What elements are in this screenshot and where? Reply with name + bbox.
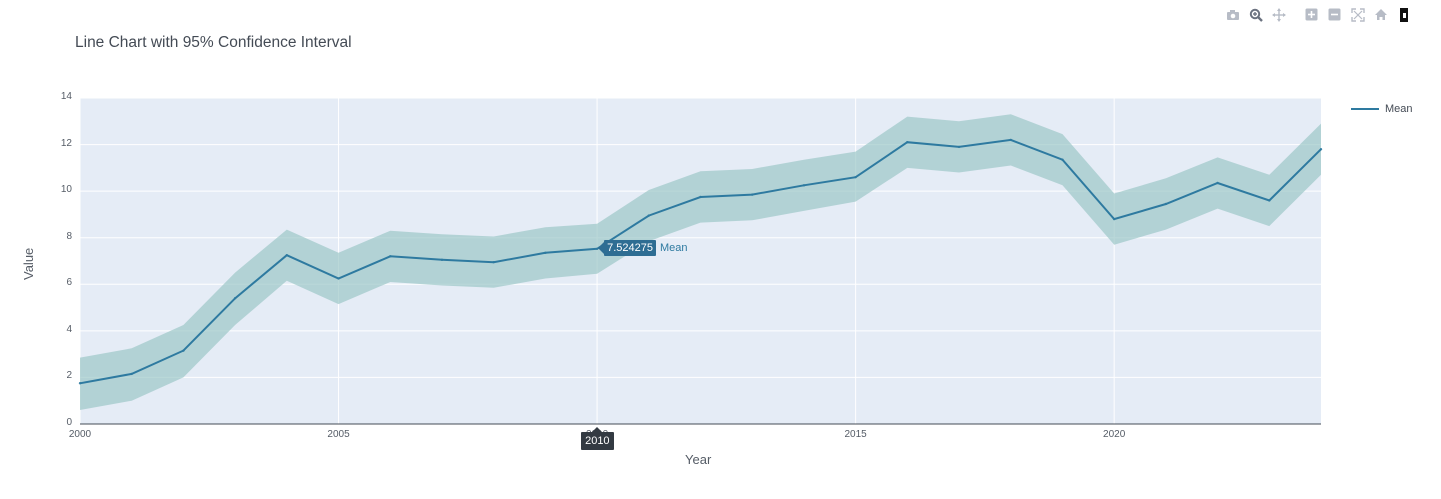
chart-title: Line Chart with 95% Confidence Interval — [75, 34, 352, 51]
data-point — [957, 145, 961, 149]
data-point — [130, 372, 133, 376]
hover-value: 7.524275 — [598, 239, 656, 256]
data-point — [595, 247, 599, 250]
y-tick-label: 8 — [66, 230, 72, 242]
camera-icon[interactable] — [1224, 6, 1241, 23]
data-point — [389, 255, 392, 258]
x-axis-title: Year — [685, 452, 712, 467]
confidence-band — [80, 114, 1321, 411]
data-point — [337, 277, 340, 280]
legend-item-mean[interactable]: Mean — [1351, 103, 1413, 115]
y-tick-label: 14 — [60, 91, 72, 102]
data-point — [1164, 202, 1168, 206]
legend-label: Mean — [1385, 103, 1413, 115]
data-point — [544, 251, 547, 255]
zoom-icon[interactable] — [1247, 6, 1264, 23]
data-point — [1268, 199, 1271, 202]
home-icon[interactable] — [1372, 6, 1389, 23]
x-tick-label: 2015 — [844, 429, 867, 440]
data-point — [854, 175, 857, 179]
data-point — [647, 214, 650, 217]
y-tick-label: 2 — [66, 370, 72, 382]
data-point — [285, 253, 289, 257]
data-point — [182, 349, 185, 352]
x-tick-label: 2000 — [68, 429, 92, 440]
x-tick-label: 2005 — [327, 429, 350, 440]
zoom-in-icon[interactable] — [1303, 6, 1320, 23]
data-point — [78, 382, 82, 385]
modebar — [1224, 6, 1412, 23]
autoscale-icon[interactable] — [1349, 6, 1366, 23]
data-point — [1112, 217, 1116, 221]
data-point — [906, 141, 909, 144]
data-point — [233, 297, 237, 300]
data-point — [802, 184, 806, 187]
legend-swatch — [1351, 108, 1379, 110]
data-point — [440, 258, 444, 262]
hover-series-name: Mean — [659, 241, 688, 254]
data-point — [1216, 181, 1219, 185]
zoom-out-icon[interactable] — [1326, 6, 1343, 23]
plotly-logo-icon[interactable] — [1395, 6, 1412, 23]
data-point — [699, 195, 702, 199]
y-axis-title: Value — [21, 247, 36, 280]
y-tick-label: 0 — [66, 417, 72, 428]
y-tick-label: 4 — [66, 323, 72, 335]
y-tick-label: 10 — [60, 184, 72, 196]
data-point — [1061, 158, 1064, 161]
data-point — [751, 193, 754, 196]
y-tick-label: 6 — [66, 277, 72, 289]
data-point — [1319, 148, 1323, 151]
data-point — [492, 260, 495, 264]
data-point — [1009, 138, 1012, 142]
hover-x-label: 2010 — [581, 427, 614, 450]
y-tick-label: 12 — [60, 137, 72, 149]
pan-icon[interactable] — [1270, 6, 1287, 23]
x-tick-label: 2020 — [1103, 429, 1126, 440]
hover-tooltip: 7.524275 Mean — [598, 239, 688, 256]
